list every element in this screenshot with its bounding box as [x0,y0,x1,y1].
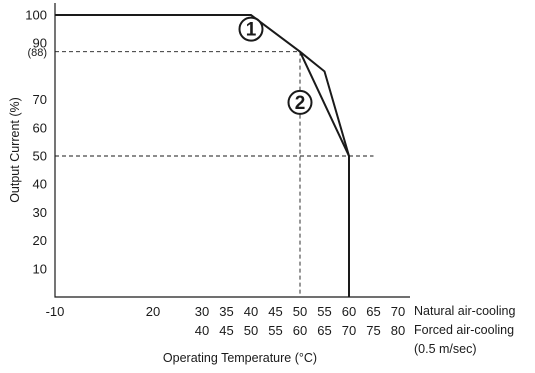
x-axis-label: Operating Temperature (°C) [163,351,317,365]
row-label-natural: Natural air-cooling [414,304,515,318]
y-tick-label: 20 [33,233,47,248]
x-tick-label-natural: 20 [146,304,160,319]
series-line-2 [299,50,350,157]
marker-2: 2 [287,89,313,115]
x-tick-label-forced: 70 [342,323,356,338]
x-tick-label-forced: 50 [244,323,258,338]
y-tick-label: 50 [33,149,47,164]
marker-1: 1 [238,16,264,42]
x-tick-label-forced: 40 [195,323,209,338]
x-tick-label-natural: 60 [342,304,356,319]
y-tick-label: 60 [33,120,47,135]
marker-label: 1 [246,20,257,41]
x-tick-label-forced: 60 [293,323,307,338]
y-axis-label: Output Current (%) [8,97,22,203]
marker-circle [238,16,264,42]
x-tick-label-forced: 80 [391,323,405,338]
curve-markers: 12 [238,16,313,115]
y-tick-label: 70 [33,92,47,107]
derating-curves [55,14,350,297]
x-tick-label-natural: 30 [195,304,209,319]
y-tick-label: (88) [27,47,47,59]
y-tick-label: 90 [33,36,47,51]
x-tick-label-natural: 35 [219,304,233,319]
x-tick-label-natural: 70 [391,304,405,319]
marker-label: 2 [295,93,306,114]
x-tick-label-natural: 45 [268,304,282,319]
row-label-forced: Forced air-cooling [414,323,514,337]
x-tick-label-forced: 45 [219,323,233,338]
x-tick-label-natural: 50 [293,304,307,319]
x-tick-label-forced: 75 [366,323,380,338]
guide-lines [55,51,374,297]
x-tick-label-forced: 55 [268,323,282,338]
y-tick-label: 30 [33,205,47,220]
x-tick-label-natural: 55 [317,304,331,319]
row-label-forced-note: (0.5 m/sec) [414,342,477,356]
x-tick-label-forced: 65 [317,323,331,338]
x-tick-label-natural: -10 [46,304,65,319]
plot-axes [54,3,410,298]
x-tick-label-natural: 40 [244,304,258,319]
x-tick-labels: -10 20 30 35 40 45 50 55 60 65 70 40 45 50 55 60 65 70 75 8… [46,304,406,338]
marker-circle [287,89,313,115]
y-tick-label: 40 [33,177,47,192]
x-tick-label-natural: 65 [366,304,380,319]
y-tick-label: 100 [25,8,47,23]
y-tick-label: 10 [33,261,47,276]
axes [54,3,410,298]
y-tick-labels: 10 20 30 40 50 60 70 (88)90 100 [25,8,47,277]
